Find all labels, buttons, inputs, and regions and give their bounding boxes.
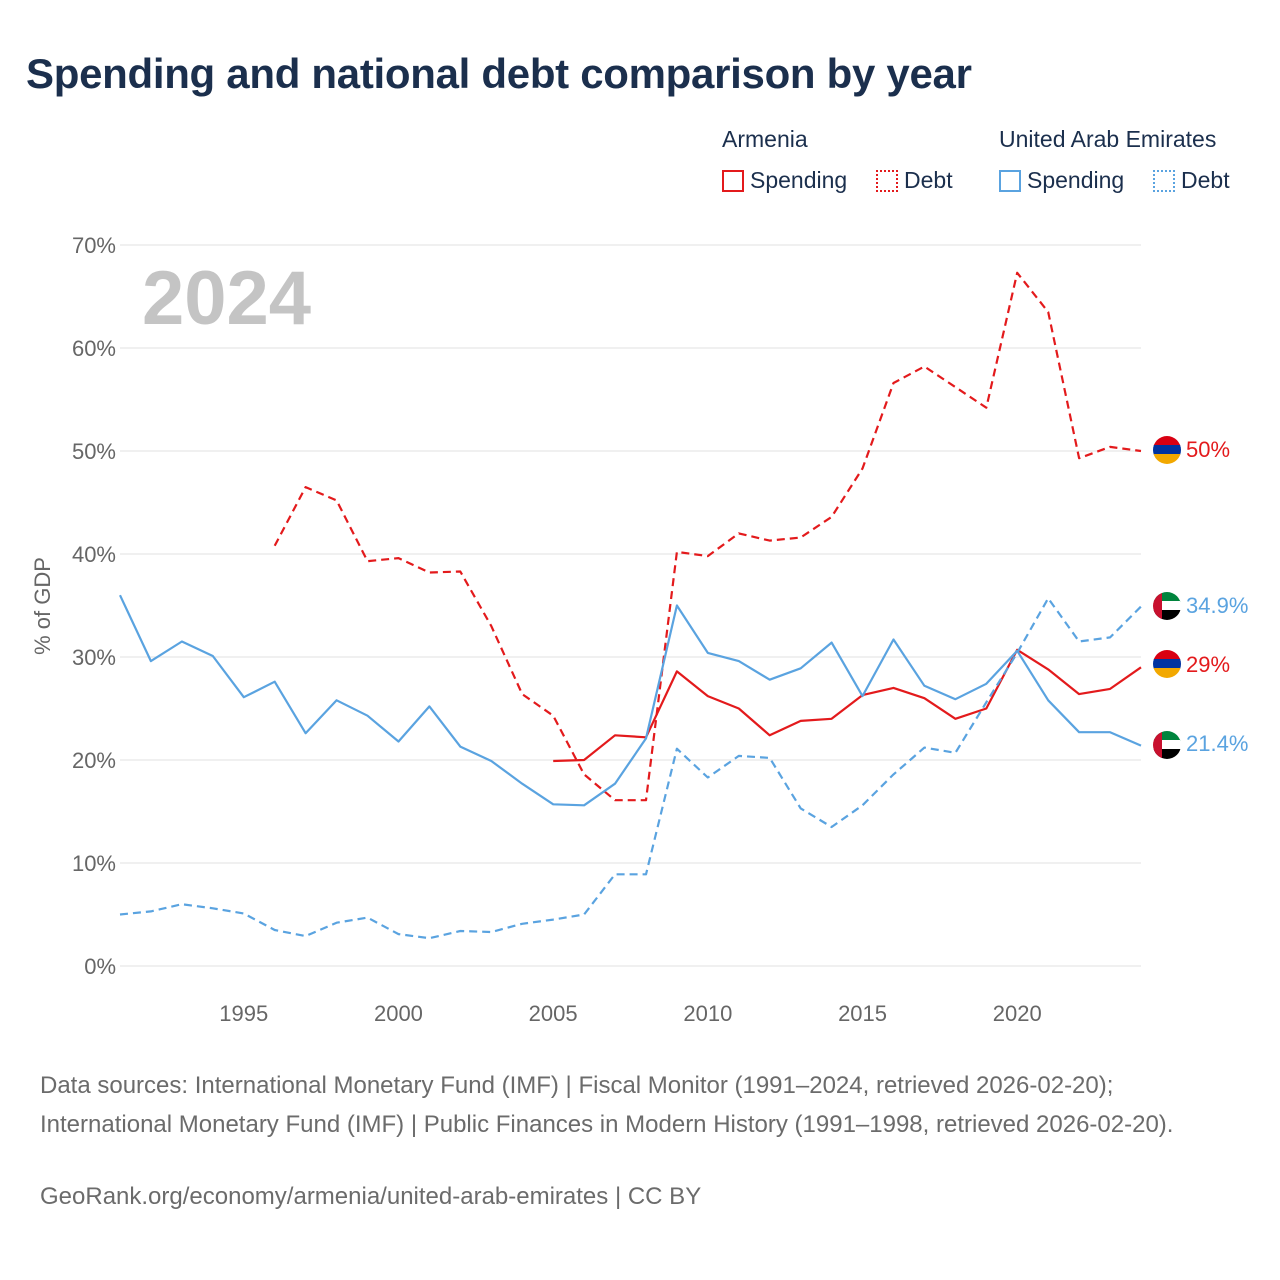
end-label-uae-debt: 34.9%	[1186, 593, 1248, 618]
y-tick-label: 60%	[72, 336, 116, 361]
y-axis-ticks: 0% 10% 20% 30% 40% 50% 60% 70%	[72, 233, 116, 979]
uae-flag-icon	[1153, 592, 1181, 620]
y-axis-label: % of GDP	[30, 557, 55, 655]
y-tick-label: 40%	[72, 542, 116, 567]
x-tick-label: 2020	[993, 1001, 1042, 1026]
year-watermark: 2024	[142, 256, 311, 341]
legend-armenia-spending[interactable]: Spending	[722, 167, 847, 194]
y-tick-label: 30%	[72, 645, 116, 670]
x-tick-label: 2015	[838, 1001, 887, 1026]
y-tick-label: 50%	[72, 439, 116, 464]
series-line-armenia-debt[interactable]	[273, 271, 1142, 802]
uae-flag-icon	[1153, 731, 1181, 759]
legend-label: Spending	[750, 167, 848, 193]
legend-swatch-dotted	[1153, 169, 1175, 192]
series-lines	[119, 271, 1142, 940]
x-tick-label: 1995	[219, 1001, 268, 1026]
legend-swatch-solid	[722, 169, 744, 192]
series-line-united-arab-emirates-debt[interactable]	[119, 597, 1142, 940]
chart-title: Spending and national debt comparison by…	[26, 50, 972, 97]
legend-label: Spending	[1027, 167, 1125, 193]
y-tick-label: 70%	[72, 233, 116, 258]
y-tick-label: 0%	[84, 954, 116, 979]
series-line-united-arab-emirates-spending[interactable]	[119, 594, 1142, 807]
legend-group-uae: United Arab Emirates	[999, 126, 1217, 152]
source-link[interactable]: GeoRank.org/economy/armenia/united-arab-…	[40, 1183, 702, 1210]
legend-armenia-debt[interactable]: Debt	[876, 167, 953, 194]
legend-uae-spending[interactable]: Spending	[999, 167, 1124, 194]
y-tick-label: 20%	[72, 748, 116, 773]
legend-label: Debt	[1181, 167, 1230, 193]
x-axis-ticks: 1995 2000 2005 2010 2015 2020	[219, 1001, 1041, 1026]
legend-uae-debt[interactable]: Debt	[1153, 167, 1230, 194]
gridlines	[120, 244, 1141, 967]
armenia-flag-icon	[1153, 650, 1181, 678]
x-tick-label: 2005	[529, 1001, 578, 1026]
legend-group-armenia: Armenia	[722, 126, 808, 152]
x-tick-label: 2000	[374, 1001, 423, 1026]
end-label-armenia-debt: 50%	[1186, 437, 1230, 462]
y-tick-label: 10%	[72, 851, 116, 876]
legend-label: Debt	[904, 167, 953, 193]
series-line-armenia-spending[interactable]	[553, 648, 1142, 763]
x-tick-label: 2010	[683, 1001, 732, 1026]
data-sources: Data sources: International Monetary Fun…	[40, 1072, 1174, 1138]
end-label-armenia-spending: 29%	[1186, 652, 1230, 677]
armenia-flag-icon	[1153, 436, 1181, 464]
end-label-uae-spending: 21.4%	[1186, 731, 1248, 756]
line-chart: 0% 10% 20% 30% 40% 50% 60% 70% 1995 2000 2005 2010…	[30, 233, 1248, 1026]
legend-swatch-dotted	[876, 169, 898, 192]
legend-swatch-solid	[999, 169, 1021, 192]
